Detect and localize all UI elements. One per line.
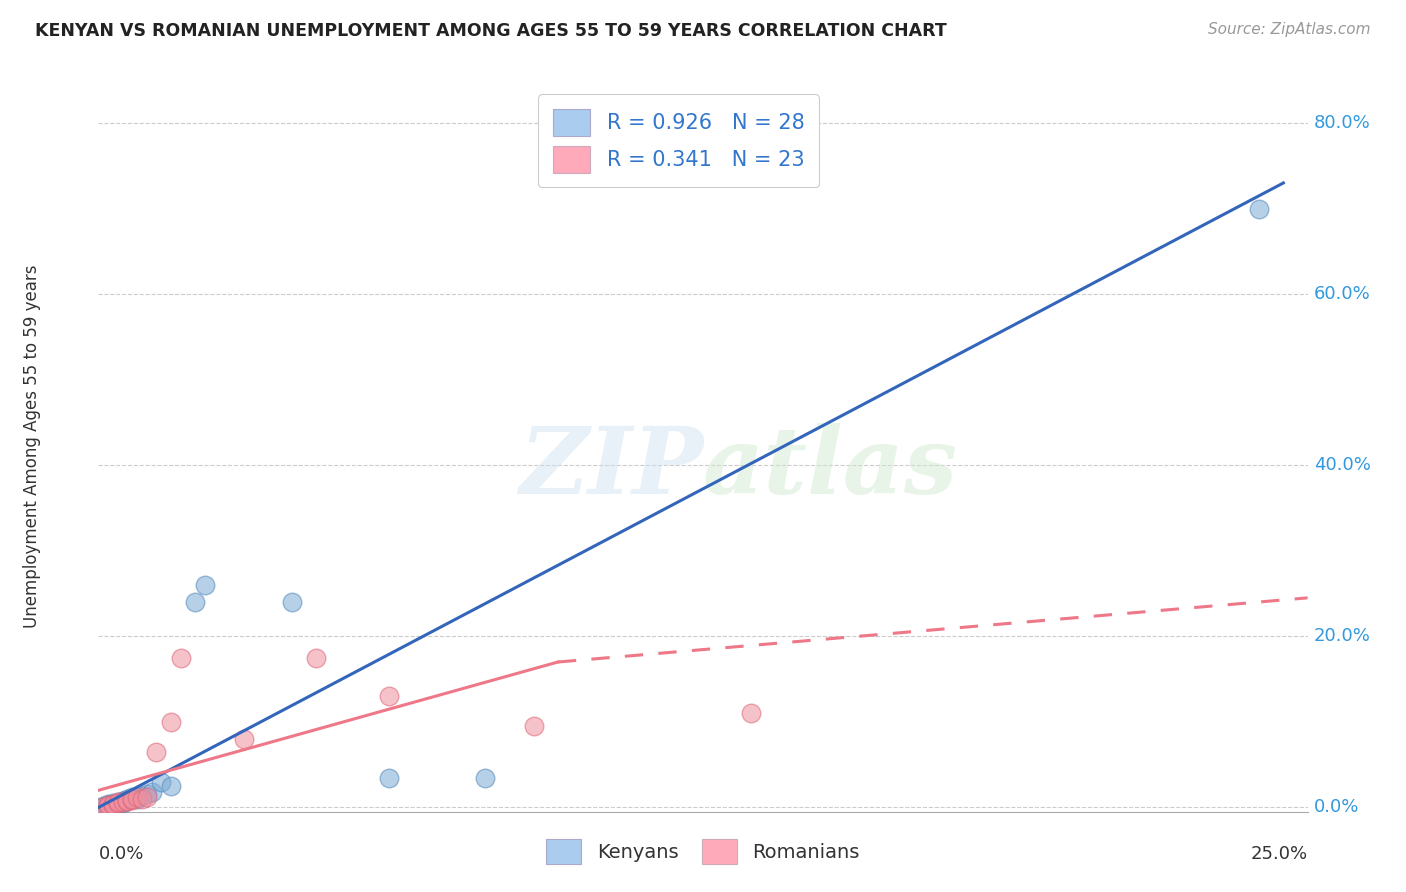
Text: Unemployment Among Ages 55 to 59 years: Unemployment Among Ages 55 to 59 years (22, 264, 41, 628)
Point (97, 798, 120, 813)
Point (117, 794, 139, 808)
Point (111, 796, 134, 810)
Point (91, 799, 114, 814)
Point (121, 793, 143, 807)
Point (141, 785, 163, 799)
Point (107, 795, 129, 809)
Point (232, 731, 254, 746)
Point (305, 650, 328, 665)
Point (184, 595, 207, 609)
Point (97, 797, 120, 812)
Point (160, 779, 183, 793)
Point (117, 792, 139, 806)
Text: 80.0%: 80.0% (1313, 114, 1371, 132)
Point (377, 771, 399, 785)
Text: KENYAN VS ROMANIAN UNEMPLOYMENT AMONG AGES 55 TO 59 YEARS CORRELATION CHART: KENYAN VS ROMANIAN UNEMPLOYMENT AMONG AG… (35, 22, 946, 40)
Point (150, 774, 173, 789)
Text: ZIP: ZIP (519, 423, 703, 513)
Point (127, 790, 149, 805)
Point (101, 798, 124, 813)
Point (97, 797, 120, 812)
Point (91, 798, 114, 813)
Text: Source: ZipAtlas.com: Source: ZipAtlas.com (1208, 22, 1371, 37)
Point (107, 797, 129, 811)
Point (111, 794, 134, 808)
Point (169, 650, 191, 665)
Point (117, 793, 139, 807)
Point (523, 719, 546, 733)
Point (111, 795, 134, 809)
Point (135, 787, 157, 801)
Point (474, 771, 496, 785)
Point (121, 792, 143, 806)
Point (131, 792, 153, 806)
Point (111, 794, 134, 808)
Point (160, 714, 183, 729)
Text: 20.0%: 20.0% (1313, 627, 1371, 645)
Point (740, 706, 762, 721)
Point (101, 797, 124, 812)
Point (127, 792, 149, 806)
Point (1249, 202, 1271, 216)
Point (117, 794, 139, 808)
Text: atlas: atlas (703, 423, 959, 513)
Point (131, 789, 153, 804)
Point (101, 796, 124, 810)
Point (107, 796, 129, 810)
Point (377, 690, 399, 704)
Point (121, 790, 143, 805)
Text: 0.0%: 0.0% (1313, 798, 1360, 816)
Point (97, 797, 120, 811)
Point (107, 795, 129, 809)
Point (101, 797, 124, 812)
Text: 40.0%: 40.0% (1313, 456, 1371, 475)
Point (194, 578, 217, 592)
Text: 0.0%: 0.0% (98, 845, 143, 863)
Point (281, 595, 304, 609)
Point (91, 799, 114, 814)
Point (101, 797, 124, 811)
Text: 60.0%: 60.0% (1313, 285, 1371, 303)
Text: 25.0%: 25.0% (1250, 845, 1308, 863)
Point (135, 790, 157, 805)
Legend: R = 0.926   N = 28, R = 0.341   N = 23: R = 0.926 N = 28, R = 0.341 N = 23 (538, 95, 820, 187)
Legend: Kenyans, Romanians: Kenyans, Romanians (537, 829, 869, 873)
Point (145, 745, 167, 759)
Point (97, 799, 120, 814)
